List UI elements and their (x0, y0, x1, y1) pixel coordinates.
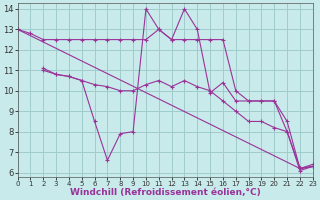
X-axis label: Windchill (Refroidissement éolien,°C): Windchill (Refroidissement éolien,°C) (70, 188, 260, 197)
